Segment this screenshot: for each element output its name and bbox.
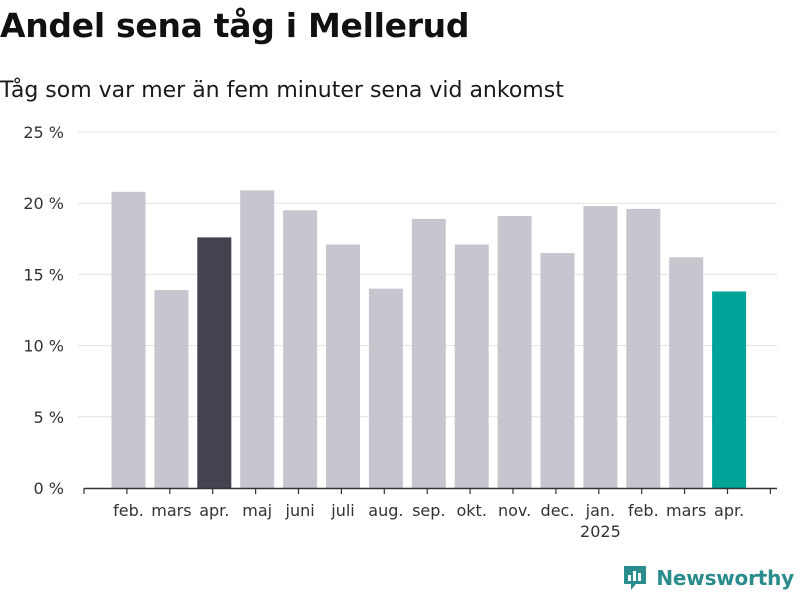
bar-2 [154,290,189,488]
bar-13 [626,208,661,488]
bar-6 [326,244,360,488]
brand-logo: Newsworthy [622,564,794,592]
x-tick-label: sep. [412,501,445,520]
bar-3 [197,237,232,488]
chart-subtitle: Tåg som var mer än fem minuter sena vid … [0,78,564,103]
bar-12 [583,206,618,488]
bar-15 [712,291,747,488]
y-tick-label: 20 % [23,194,64,213]
bar-7 [368,288,403,488]
bar-14 [669,257,704,488]
x-axis-labels: feb. mars apr. maj juni juli aug. sep. okt. nov. d… [113,501,744,541]
x-tick-label: feb. [628,501,659,520]
y-tick-label: 0 % [34,479,64,498]
x-tick-label: juli [330,501,354,520]
x-tick-label: juni [285,501,315,520]
y-tick-label: 15 % [23,265,64,284]
x-tick-label: mars [666,501,706,520]
bars [111,190,747,489]
bar-5 [283,210,318,488]
y-tick-label: 10 % [23,337,64,356]
x-tick-label: apr. [714,501,744,520]
y-axis-ticks: 0 % 5 % 10 % 15 % 20 % 25 % [23,123,64,498]
x-tick-label: feb. [113,501,144,520]
newsworthy-logo-icon [624,566,647,590]
bar-9 [454,244,489,488]
x-axis [83,487,777,494]
bar-11 [540,253,575,488]
bar-4 [240,190,275,488]
bar-1 [111,191,146,489]
x-tick-label: maj [242,501,272,520]
x-tick-label: apr. [199,501,229,520]
x-tick-label: aug. [368,501,403,520]
x-year-label: 2025 [580,522,621,541]
x-tick-label: mars [151,501,191,520]
brand-name: Newsworthy [656,566,794,590]
x-tick-label: jan. [585,501,615,520]
x-tick-label: okt. [456,501,486,520]
x-tick-label: dec. [541,501,575,520]
bar-8 [411,218,446,488]
bar-10 [497,216,532,489]
x-tick-label: nov. [498,501,531,520]
y-tick-label: 5 % [34,408,64,427]
chart-title: Andel sena tåg i Mellerud [0,6,470,45]
y-tick-label: 25 % [23,123,64,142]
